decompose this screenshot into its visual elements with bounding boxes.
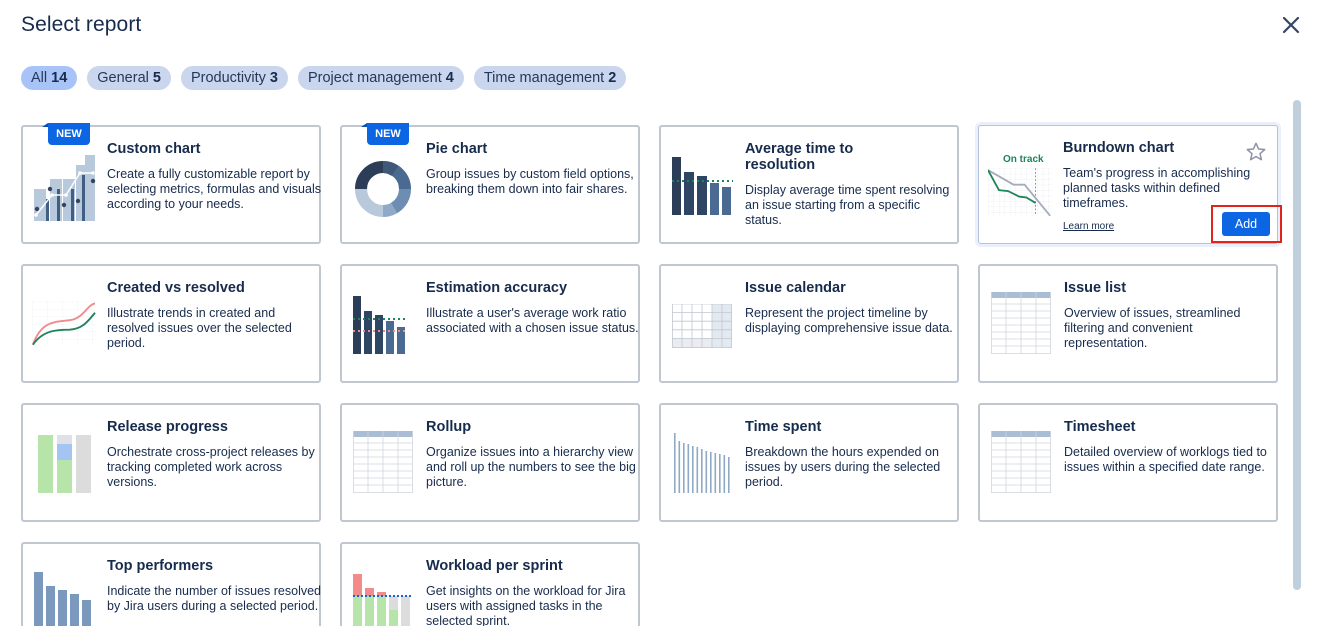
filter-label: All <box>31 70 48 86</box>
status-label: On track <box>1003 154 1044 165</box>
report-card-average-time-to-resolution[interactable]: Average time to resolution Display avera… <box>659 125 959 244</box>
filter-count: 14 <box>51 70 68 86</box>
report-description: Illustrate a user's average work ratio a… <box>426 306 639 335</box>
learn-more-link[interactable]: Learn more <box>1063 221 1115 232</box>
report-title: Top performers <box>107 558 214 574</box>
close-button[interactable] <box>1280 14 1302 36</box>
report-title: Time spent <box>745 419 822 435</box>
close-icon <box>1282 16 1300 34</box>
report-title: Issue list <box>1064 280 1127 296</box>
report-description: Group issues by custom field options, br… <box>426 167 634 196</box>
report-description: Represent the project timeline by displa… <box>745 306 953 335</box>
report-description: Display average time spent resolving an … <box>745 183 950 227</box>
filter-label: General <box>97 70 149 86</box>
calendar-icon <box>672 304 732 348</box>
filter-count: 5 <box>152 70 161 86</box>
filter-count: 2 <box>608 70 617 86</box>
report-description: Orchestrate cross-project releases by tr… <box>107 445 315 489</box>
created-vs-resolved-icon <box>32 301 96 347</box>
filter-label: Time management <box>483 70 605 86</box>
table-icon <box>353 431 413 493</box>
category-filters: All 14 General 5 Productivity 3 Project man… <box>21 66 627 90</box>
report-description: Indicate the number of issues resolved b… <box>107 584 322 613</box>
report-card-timesheet[interactable]: Timesheet Detailed overview of worklogs … <box>978 403 1278 522</box>
report-card-issue-list[interactable]: Issue list Overview of issues, streamlin… <box>978 264 1278 383</box>
filter-count: 3 <box>269 70 278 86</box>
table-icon <box>991 292 1051 354</box>
add-button[interactable]: Add <box>1222 212 1270 236</box>
new-badge: NEW <box>361 123 409 145</box>
report-title: Estimation accuracy <box>426 280 568 296</box>
report-description: Organize issues into a hierarchy view an… <box>426 445 636 489</box>
report-title: Workload per sprint <box>426 558 563 574</box>
report-card-workload-per-sprint[interactable]: Workload per sprint Get insights on the … <box>340 542 640 626</box>
report-title: Created vs resolved <box>107 280 245 296</box>
report-title: Timesheet <box>1064 419 1136 435</box>
report-card-time-spent[interactable]: Time spent Breakdown the hours expended … <box>659 403 959 522</box>
report-description: Create a fully customizable report by se… <box>107 167 321 211</box>
report-card-release-progress[interactable]: Release progress Orchestrate cross-proje… <box>21 403 321 522</box>
report-title: Custom chart <box>107 141 201 157</box>
report-card-pie-chart[interactable]: NEW Pie chart Group issues by custom fie… <box>340 123 640 244</box>
page-title: Select report <box>21 13 142 36</box>
estimation-accuracy-icon <box>353 296 407 354</box>
report-description: Detailed overview of worklogs tied to is… <box>1064 445 1267 474</box>
report-description: Illustrate trends in created and resolve… <box>107 306 292 350</box>
pie-chart-icon <box>355 161 411 217</box>
report-card-rollup[interactable]: Rollup Organize issues into a hierarchy … <box>340 403 640 522</box>
filter-time-management[interactable]: Time management 2 <box>473 66 627 90</box>
report-description: Get insights on the workload for Jira us… <box>426 584 626 626</box>
filter-count: 4 <box>445 70 454 86</box>
report-card-issue-calendar[interactable]: Issue calendar Represent the project tim… <box>659 264 959 383</box>
report-card-created-vs-resolved[interactable]: Created vs resolved Illustrate trends in… <box>21 264 321 383</box>
report-title: Rollup <box>426 419 472 435</box>
filter-project-management[interactable]: Project management 4 <box>297 66 464 90</box>
scrollbar[interactable] <box>1293 100 1301 590</box>
average-time-icon <box>672 157 733 215</box>
table-icon <box>991 431 1051 493</box>
burndown-chart-icon <box>988 168 1052 217</box>
report-title: Burndown chart <box>1063 140 1175 156</box>
report-title: Average time to resolution <box>745 141 854 173</box>
time-spent-icon <box>674 433 730 493</box>
new-badge: NEW <box>42 123 90 145</box>
star-icon[interactable] <box>1245 141 1267 163</box>
filter-label: Productivity <box>190 70 266 86</box>
report-description: Breakdown the hours expended on issues b… <box>745 445 941 489</box>
custom-chart-icon <box>34 155 96 221</box>
filter-general[interactable]: General 5 <box>87 66 171 90</box>
top-performers-icon <box>34 572 91 626</box>
filter-label: Project management <box>307 70 442 86</box>
filter-productivity[interactable]: Productivity 3 <box>180 66 288 90</box>
report-title: Pie chart <box>426 141 488 157</box>
report-card-custom-chart[interactable]: NEW Custom chart Create a fully customiz… <box>21 123 321 244</box>
add-button-highlight: Add <box>1211 205 1282 243</box>
release-progress-icon <box>38 435 91 493</box>
filter-all[interactable]: All 14 <box>21 66 78 90</box>
report-card-top-performers[interactable]: Top performers Indicate the number of is… <box>21 542 321 626</box>
report-description: Overview of issues, streamlined filterin… <box>1064 306 1241 350</box>
report-card-estimation-accuracy[interactable]: Estimation accuracy Illustrate a user's … <box>340 264 640 383</box>
workload-icon <box>353 574 411 626</box>
report-description: Team's progress in accomplishing planned… <box>1063 166 1251 210</box>
report-card-burndown-chart[interactable]: On track Burndown chart Team's progress … <box>978 125 1282 244</box>
report-title: Issue calendar <box>745 280 846 296</box>
report-title: Release progress <box>107 419 228 435</box>
